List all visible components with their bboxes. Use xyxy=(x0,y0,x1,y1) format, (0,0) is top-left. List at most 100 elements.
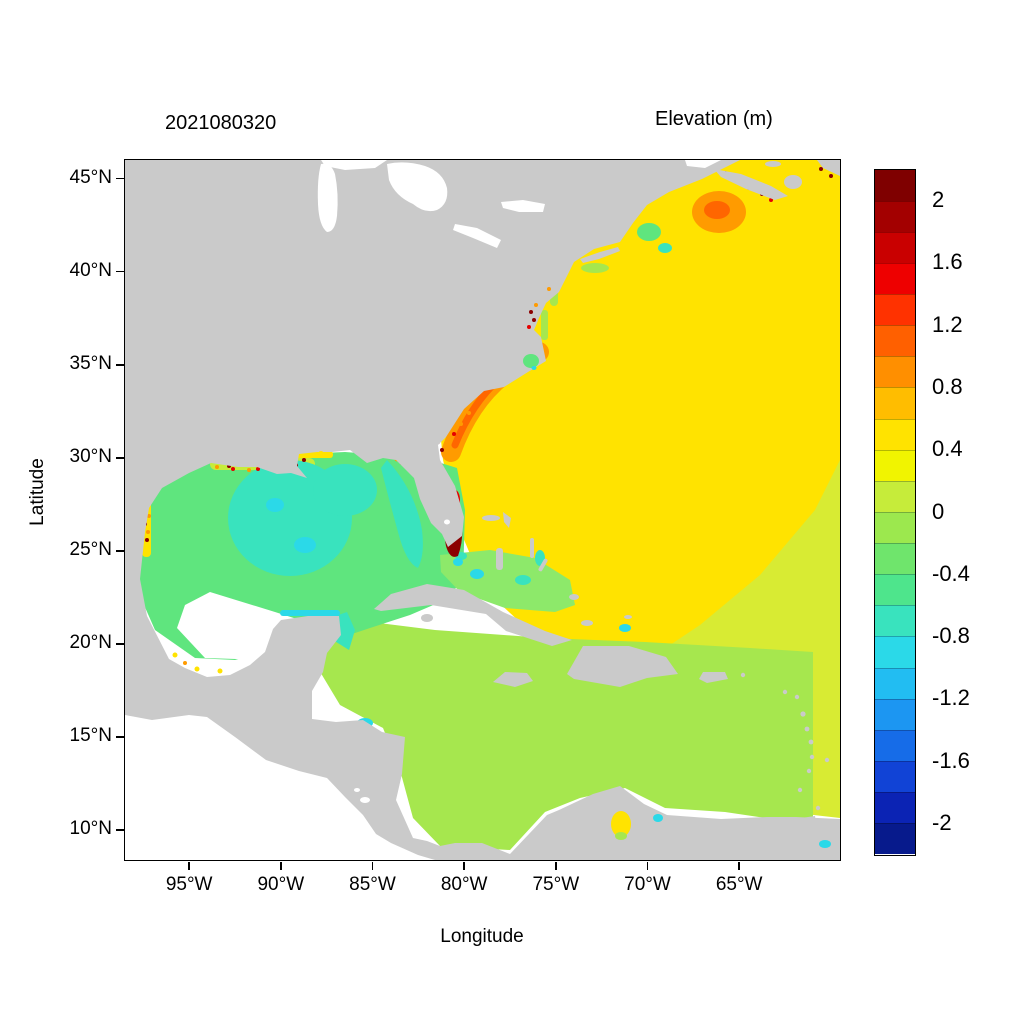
island-long-island-ny xyxy=(579,246,620,263)
colorbar xyxy=(873,168,916,856)
island-martinique xyxy=(808,739,813,744)
land-corner-ne xyxy=(816,159,840,176)
lake-okeechobee xyxy=(443,519,450,524)
colorbar-tick-label: 1.2 xyxy=(932,311,963,337)
colorbar-segment xyxy=(874,698,915,730)
island-eleuthera xyxy=(529,537,534,558)
x-tick-mark xyxy=(646,861,649,870)
colorbar-segment xyxy=(874,480,915,512)
y-axis-label: Latitude xyxy=(27,458,48,526)
colorbar-segment xyxy=(874,792,915,824)
islands xyxy=(373,159,840,832)
island-puerto-rico xyxy=(698,671,728,683)
island-guadeloupe xyxy=(799,710,806,717)
colorbar-segment xyxy=(874,231,915,263)
y-tick-mark xyxy=(115,364,124,366)
colorbar-segment xyxy=(874,823,915,855)
colorbar-segment xyxy=(874,605,915,637)
mobile-bay-yellow xyxy=(317,450,324,457)
y-tick-mark xyxy=(115,457,124,459)
island-cape-breton xyxy=(783,174,802,189)
island-tobago xyxy=(815,805,820,810)
pamlico-cyan xyxy=(531,365,536,370)
x-tick-mark xyxy=(463,861,465,870)
island-grand-bahama xyxy=(481,514,500,521)
colorbar-tick-label: -1.2 xyxy=(932,685,970,711)
y-tick-mark xyxy=(115,829,124,831)
region-gulf-loop-teal2 xyxy=(312,463,377,516)
colorbar-tick-label: -0.8 xyxy=(932,623,970,649)
island-stvincent xyxy=(806,768,811,773)
map-canvas xyxy=(124,159,840,860)
nova-scotia-eddy-inner xyxy=(703,200,730,219)
island-nova-scotia xyxy=(713,168,788,200)
island-grenada xyxy=(797,787,802,792)
loop-cyan-1 xyxy=(265,497,284,512)
y-tick-label: 30°N xyxy=(69,445,112,467)
lake-maracaibo xyxy=(610,810,631,837)
x-tick-label: 75°W xyxy=(532,874,580,895)
colorbar-segment xyxy=(874,387,915,419)
lake-superior-sliver xyxy=(320,159,387,170)
island-trinidad xyxy=(800,815,817,832)
colorbar-segment xyxy=(874,760,915,792)
y-tick-label: 35°N xyxy=(69,352,112,374)
island-andros xyxy=(495,547,503,570)
island-inagua xyxy=(580,619,593,626)
gulf-of-maine-green xyxy=(636,222,661,241)
y-tick-label: 20°N xyxy=(69,632,112,654)
colorbar-segment xyxy=(874,511,915,543)
colorbar-segment xyxy=(874,200,915,232)
run-id-title: 2021080320 xyxy=(165,112,277,134)
colorbar-tick-label: -1.6 xyxy=(932,747,970,773)
x-axis-label: Longitude xyxy=(440,926,524,947)
x-tick-mark xyxy=(371,861,374,870)
colorbar-segment xyxy=(874,729,915,761)
colorbar-tick-label: 2 xyxy=(932,187,945,213)
loop-cyan-2 xyxy=(293,536,316,553)
x-tick-mark xyxy=(738,861,740,870)
colorbar-segment xyxy=(874,294,915,326)
elevation-title: Elevation (m) xyxy=(655,108,773,130)
colorbar-tick-label: 0 xyxy=(932,498,945,524)
orinoco-cyan xyxy=(818,839,831,848)
colorbar-segment xyxy=(874,543,915,575)
x-tick-mark xyxy=(188,861,190,870)
straits-cyan-1 xyxy=(469,568,484,579)
colorbar-tick-label: -0.4 xyxy=(932,560,970,586)
x-tick-label: 85°W xyxy=(349,874,396,895)
region-caribbean xyxy=(312,614,813,850)
y-tick-mark xyxy=(115,270,124,273)
ny-bight-green xyxy=(580,262,609,273)
island-stlucia xyxy=(809,754,814,759)
lake-erie xyxy=(452,223,501,248)
land-mainland xyxy=(124,159,840,860)
delmarva-coast-green xyxy=(540,309,548,340)
lake-huron xyxy=(386,161,447,211)
y-tick-label: 10°N xyxy=(69,818,112,840)
island-acklins xyxy=(568,593,579,600)
y-tick-mark xyxy=(115,643,124,645)
x-tick-label: 95°W xyxy=(165,874,213,895)
nantucket-teal xyxy=(657,242,672,253)
st-lawrence-sliver xyxy=(684,159,721,168)
colorbar-segment xyxy=(874,574,915,606)
island-antigua xyxy=(794,694,799,699)
island-stkitts xyxy=(782,689,787,694)
colorbar-tick-label: 0.4 xyxy=(932,436,963,462)
colorbar-tick-label: -2 xyxy=(932,809,952,835)
y-tick-mark xyxy=(115,736,124,738)
island-long-island-bah xyxy=(538,558,547,571)
x-tick-label: 80°W xyxy=(440,874,488,895)
inland-water-layer xyxy=(317,286,831,848)
island-jamaica xyxy=(492,671,533,687)
island-hispaniola xyxy=(566,645,678,687)
coastal-speckles-yellow xyxy=(172,652,222,673)
florida-lagoon-cyan-tip xyxy=(452,557,463,566)
straits-teal-1 xyxy=(514,574,531,585)
lakes-layer xyxy=(317,159,721,803)
y-tick-label: 25°N xyxy=(69,538,112,560)
chesapeake-red xyxy=(526,324,531,329)
y-tick-label: 15°N xyxy=(69,725,112,747)
colorbar-segment xyxy=(874,636,915,668)
